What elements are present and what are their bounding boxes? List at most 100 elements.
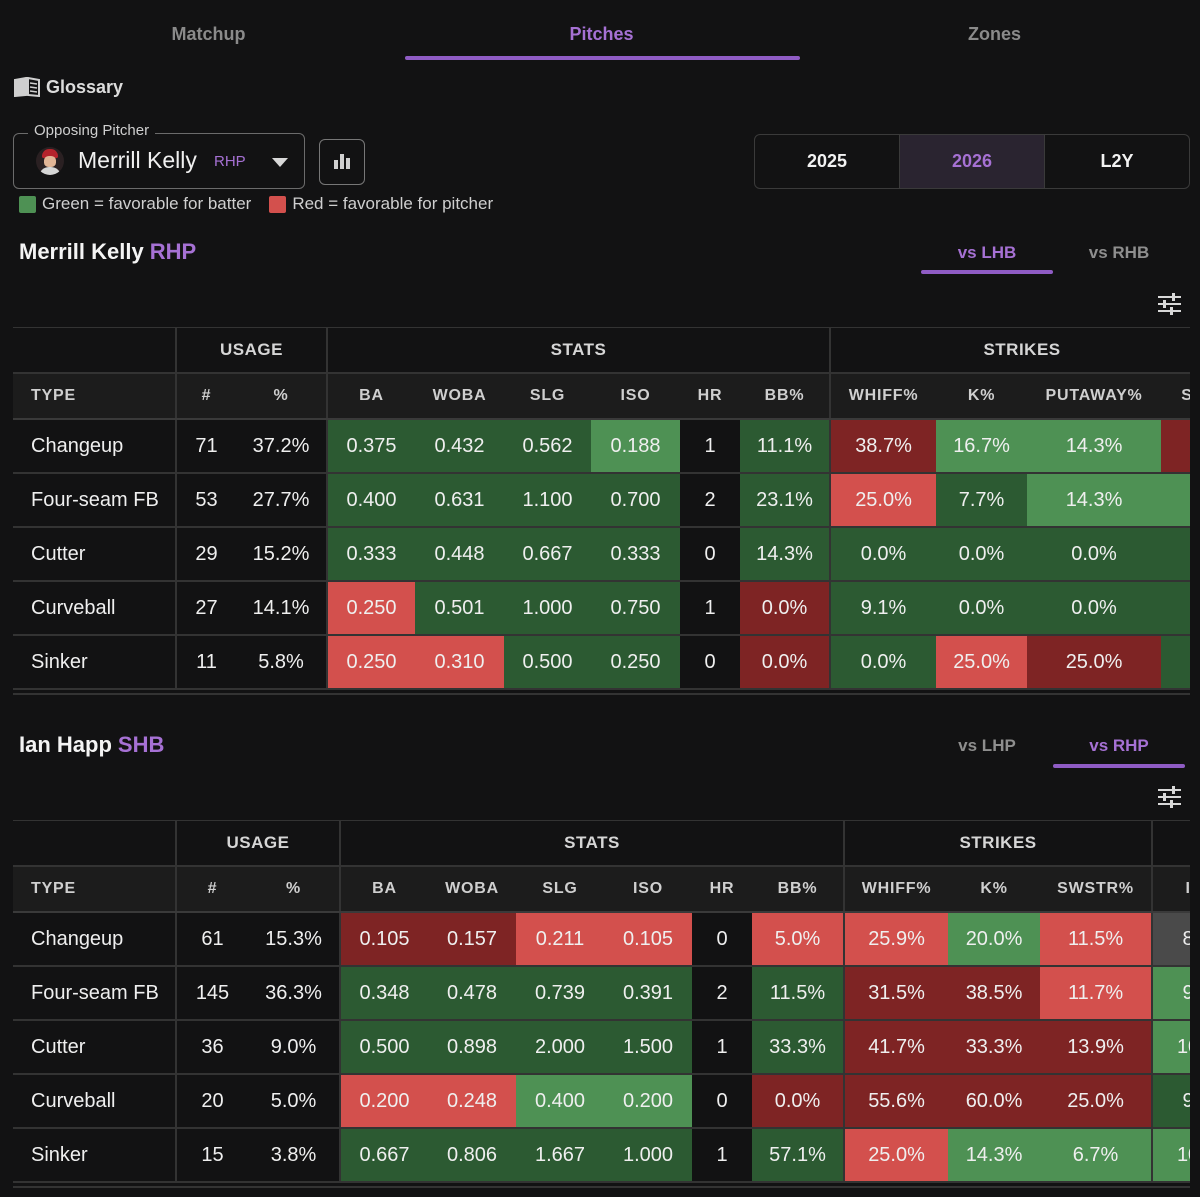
cell-woba: 0.898 bbox=[428, 1020, 516, 1075]
col-iso[interactable]: ISO bbox=[591, 373, 680, 420]
cell-count: 29 bbox=[175, 527, 236, 582]
col-k[interactable]: K% bbox=[948, 866, 1041, 913]
split-vs-rhb[interactable]: vs RHB bbox=[1088, 243, 1150, 262]
cell-pct: 37.2% bbox=[236, 419, 327, 474]
col-count[interactable]: # bbox=[175, 373, 236, 420]
cell-putaway: 25.0% bbox=[1027, 635, 1162, 690]
col-bb[interactable]: BB% bbox=[740, 373, 831, 420]
table-row: Curveball 27 14.1% 0.250 0.501 1.000 0.7… bbox=[13, 581, 1190, 636]
col-whiff[interactable]: WHIFF% bbox=[843, 866, 949, 913]
cell-type: Curveball bbox=[13, 1074, 176, 1129]
cell-type: Curveball bbox=[13, 581, 176, 636]
col-k[interactable]: K% bbox=[936, 373, 1028, 420]
col-slg[interactable]: SLG bbox=[504, 373, 591, 420]
table-row: Changeup 71 37.2% 0.375 0.432 0.562 0.18… bbox=[13, 419, 1190, 474]
cell-type: Cutter bbox=[13, 1020, 176, 1075]
cell-woba: 0.448 bbox=[415, 527, 504, 582]
cell-k: 16.7% bbox=[936, 419, 1028, 474]
col-type[interactable]: TYPE bbox=[13, 373, 176, 420]
cell-swstr: 6.7% bbox=[1040, 1128, 1153, 1183]
cell-hr: 1 bbox=[692, 1128, 752, 1183]
cell-woba: 0.478 bbox=[428, 966, 516, 1021]
cell-bb: 57.1% bbox=[752, 1128, 845, 1183]
cell-hr: 2 bbox=[692, 966, 752, 1021]
col-ba[interactable]: BA bbox=[326, 373, 415, 420]
cell-hr: 0 bbox=[692, 1074, 752, 1129]
col-pct[interactable]: % bbox=[236, 373, 327, 420]
cell-woba: 0.806 bbox=[428, 1128, 516, 1183]
cell-bb: 23.1% bbox=[740, 473, 831, 528]
col-extra[interactable]: S bbox=[1161, 373, 1190, 420]
table-row: Cutter 36 9.0% 0.500 0.898 2.000 1.500 1… bbox=[13, 1020, 1190, 1075]
cell-k: 14.3% bbox=[948, 1128, 1041, 1183]
active-split-indicator bbox=[921, 270, 1053, 274]
cell-pct: 3.8% bbox=[248, 1128, 340, 1183]
col-extra[interactable]: I bbox=[1151, 866, 1190, 913]
cell-hr: 1 bbox=[692, 1020, 752, 1075]
col-swstr[interactable]: SWSTR% bbox=[1040, 866, 1153, 913]
cell-pct: 27.7% bbox=[236, 473, 327, 528]
col-bb[interactable]: BB% bbox=[752, 866, 845, 913]
cell-bb: 11.1% bbox=[740, 419, 831, 474]
table-row: Sinker 15 3.8% 0.667 0.806 1.667 1.000 1… bbox=[13, 1128, 1190, 1183]
col-hr[interactable]: HR bbox=[680, 373, 740, 420]
filter-settings-icon[interactable] bbox=[1157, 292, 1183, 316]
cell-whiff: 0.0% bbox=[829, 635, 937, 690]
col-ba[interactable]: BA bbox=[339, 866, 428, 913]
tab-zones[interactable]: Zones bbox=[967, 24, 1021, 44]
cell-extra bbox=[1161, 473, 1190, 528]
legend-red-label: Red = favorable for pitcher bbox=[292, 194, 494, 213]
cell-iso: 0.250 bbox=[591, 635, 680, 690]
cell-woba: 0.310 bbox=[415, 635, 504, 690]
col-pct[interactable]: % bbox=[248, 866, 340, 913]
cell-count: 53 bbox=[175, 473, 236, 528]
batter-pitch-table: USAGE STATS STRIKES TYPE # % BA WOBA SLG… bbox=[13, 820, 1190, 1183]
col-iso[interactable]: ISO bbox=[604, 866, 692, 913]
color-legend: Green = favorable for batter Red = favor… bbox=[19, 194, 493, 214]
opposing-pitcher-select[interactable]: Opposing Pitcher Merrill Kelly RHP bbox=[13, 122, 305, 189]
cell-slg: 1.000 bbox=[504, 581, 591, 636]
cell-k: 38.5% bbox=[948, 966, 1041, 1021]
legend-green: Green = favorable for batter bbox=[19, 194, 251, 214]
season-2025[interactable]: 2025 bbox=[755, 135, 900, 188]
cell-iso: 0.700 bbox=[591, 473, 680, 528]
cell-iso: 0.188 bbox=[591, 419, 680, 474]
batter-section-title: Ian Happ SHB bbox=[19, 732, 164, 758]
col-hr[interactable]: HR bbox=[692, 866, 752, 913]
cell-pct: 15.3% bbox=[248, 912, 340, 967]
col-woba[interactable]: WOBA bbox=[428, 866, 516, 913]
season-l2y[interactable]: L2Y bbox=[1100, 151, 1134, 171]
col-woba[interactable]: WOBA bbox=[415, 373, 504, 420]
pitcher-name: Merrill Kelly bbox=[19, 239, 144, 264]
tab-pitches[interactable]: Pitches bbox=[569, 24, 634, 44]
cell-woba: 0.248 bbox=[428, 1074, 516, 1129]
col-count[interactable]: # bbox=[175, 866, 248, 913]
season-2026[interactable]: 2026 bbox=[900, 135, 1045, 188]
season-selector: 2025 2026 L2Y bbox=[754, 134, 1190, 189]
cell-ba: 0.250 bbox=[326, 635, 415, 690]
cell-extra: 9 bbox=[1151, 1074, 1190, 1129]
split-vs-rhp[interactable]: vs RHP bbox=[1089, 736, 1149, 755]
col-putaway[interactable]: PUTAWAY% bbox=[1027, 373, 1162, 420]
batter-name: Ian Happ bbox=[19, 732, 112, 757]
glossary-link[interactable]: Glossary bbox=[14, 74, 123, 100]
cell-slg: 0.667 bbox=[504, 527, 591, 582]
bar-chart-button[interactable] bbox=[319, 139, 365, 185]
col-slg[interactable]: SLG bbox=[516, 866, 604, 913]
cell-extra bbox=[1161, 527, 1190, 582]
cell-slg: 1.100 bbox=[504, 473, 591, 528]
cell-slg: 0.562 bbox=[504, 419, 591, 474]
col-type[interactable]: TYPE bbox=[13, 866, 176, 913]
group-header-usage: USAGE bbox=[175, 327, 327, 374]
col-whiff[interactable]: WHIFF% bbox=[829, 373, 937, 420]
split-vs-lhb[interactable]: vs LHB bbox=[957, 243, 1017, 262]
cell-putaway: 0.0% bbox=[1027, 581, 1162, 636]
tab-matchup[interactable]: Matchup bbox=[171, 24, 246, 44]
pitcher-hand: RHP bbox=[149, 239, 197, 264]
select-label: Opposing Pitcher bbox=[28, 122, 156, 139]
cell-iso: 0.391 bbox=[604, 966, 692, 1021]
pitcher-pitch-table: USAGE STATS STRIKES TYPE # % BA WOBA SLG… bbox=[13, 327, 1190, 690]
filter-settings-icon[interactable] bbox=[1157, 785, 1183, 809]
cell-extra: 9 bbox=[1151, 966, 1190, 1021]
split-vs-lhp[interactable]: vs LHP bbox=[958, 736, 1016, 755]
